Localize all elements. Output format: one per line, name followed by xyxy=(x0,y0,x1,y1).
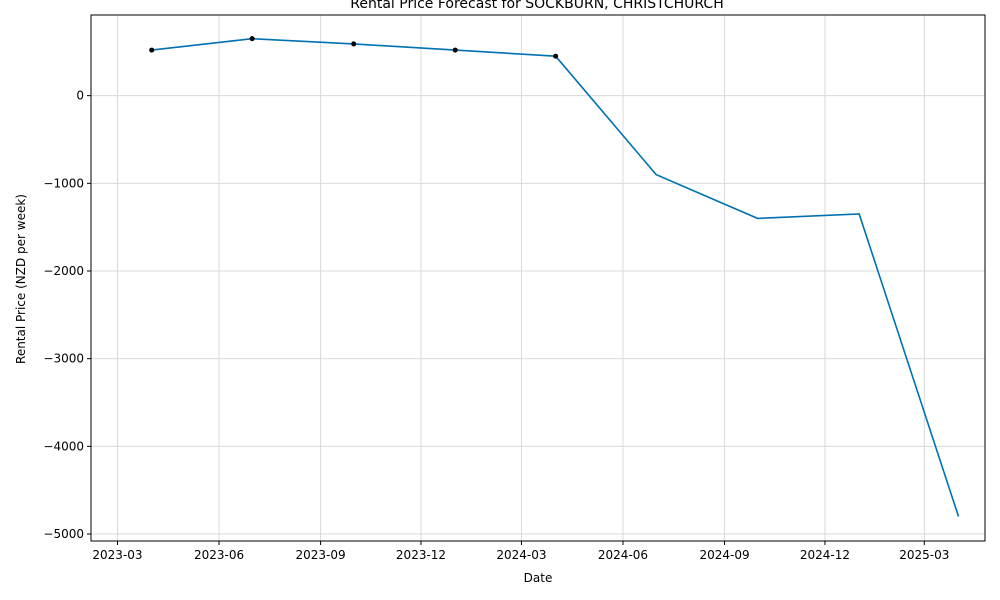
observed-points xyxy=(149,36,559,59)
x-axis-title: Date xyxy=(524,571,553,585)
observed-point xyxy=(553,53,559,59)
chart-title: Rental Price Forecast for SOCKBURN, CHRI… xyxy=(350,0,723,12)
observed-point xyxy=(351,41,357,47)
x-tick-label: 2025-03 xyxy=(899,548,949,562)
y-tick-label: −1000 xyxy=(43,176,84,190)
x-tick-label: 2024-06 xyxy=(598,548,648,562)
y-tick-label: 0 xyxy=(76,89,84,103)
observed-point xyxy=(149,47,155,53)
y-tick-label: −4000 xyxy=(43,439,84,453)
x-tick-label: 2024-03 xyxy=(496,548,546,562)
x-tick-label: 2023-03 xyxy=(92,548,142,562)
x-axis-ticks: 2023-03 2023-06 2023-09 2023-12 2024-03 2024-… xyxy=(92,541,949,562)
x-tick-label: 2023-09 xyxy=(296,548,346,562)
x-tick-label: 2024-12 xyxy=(800,548,850,562)
y-axis-ticks: 0 −1000 −2000 −3000 −4000 −5000 xyxy=(43,89,91,541)
observed-point xyxy=(249,36,255,42)
grid-lines xyxy=(91,15,985,541)
y-tick-label: −3000 xyxy=(43,352,84,366)
y-axis-title: Rental Price (NZD per week) xyxy=(14,194,28,364)
x-tick-label: 2024-09 xyxy=(699,548,749,562)
forecast-line xyxy=(151,37,960,517)
x-tick-label: 2023-06 xyxy=(194,548,244,562)
series-lines xyxy=(151,37,960,517)
observed-point xyxy=(452,47,458,53)
plot-area-frame xyxy=(90,14,986,542)
y-tick-label: −2000 xyxy=(43,264,84,278)
x-tick-label: 2023-12 xyxy=(396,548,446,562)
y-tick-label: −5000 xyxy=(43,527,84,541)
